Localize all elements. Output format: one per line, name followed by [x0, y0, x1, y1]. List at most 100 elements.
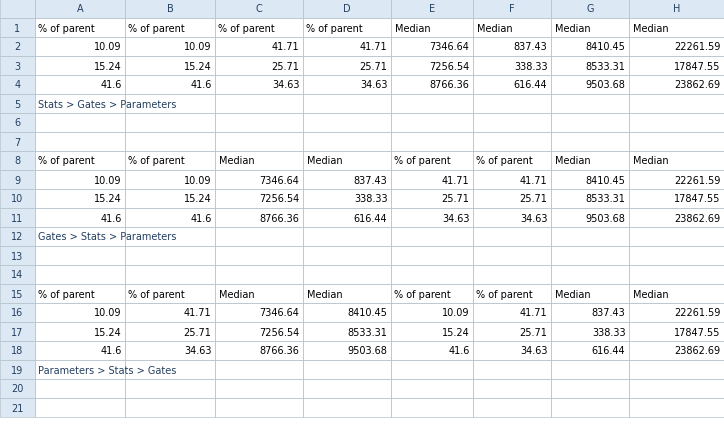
Text: 25.71: 25.71: [184, 327, 211, 337]
Bar: [391, 341, 473, 360]
Text: B: B: [167, 4, 173, 14]
Bar: [303, 379, 391, 398]
Text: 41.71: 41.71: [272, 42, 300, 53]
Bar: [391, 398, 473, 417]
Text: 21: 21: [12, 403, 24, 413]
Bar: [303, 57, 391, 76]
Bar: [0, 152, 35, 171]
Bar: [215, 227, 303, 247]
Bar: [35, 152, 125, 171]
Bar: [303, 152, 391, 171]
Text: Median: Median: [306, 289, 342, 299]
Bar: [35, 76, 125, 95]
Bar: [215, 57, 303, 76]
Bar: [0, 247, 35, 265]
Text: 7256.54: 7256.54: [429, 61, 469, 71]
Bar: [473, 19, 551, 38]
Bar: [551, 341, 629, 360]
Bar: [473, 76, 551, 95]
Bar: [473, 379, 551, 398]
Bar: [551, 114, 629, 133]
Bar: [391, 114, 473, 133]
Text: 338.33: 338.33: [592, 327, 626, 337]
Text: 10.09: 10.09: [94, 175, 122, 185]
Text: 41.6: 41.6: [190, 213, 211, 223]
Bar: [125, 208, 215, 227]
Text: 10: 10: [12, 194, 24, 204]
Bar: [629, 133, 724, 152]
Bar: [551, 208, 629, 227]
Text: 25.71: 25.71: [360, 61, 387, 71]
Text: 1: 1: [14, 24, 20, 33]
Text: 837.43: 837.43: [592, 308, 626, 318]
Bar: [215, 284, 303, 303]
Text: 8766.36: 8766.36: [260, 346, 300, 356]
Text: 15: 15: [12, 289, 24, 299]
Bar: [551, 19, 629, 38]
Bar: [0, 265, 35, 284]
Bar: [125, 265, 215, 284]
Text: 15.24: 15.24: [184, 61, 211, 71]
Bar: [215, 152, 303, 171]
Bar: [629, 247, 724, 265]
Bar: [629, 57, 724, 76]
Bar: [0, 19, 35, 38]
Bar: [391, 208, 473, 227]
Text: 17847.55: 17847.55: [674, 327, 720, 337]
Bar: [35, 247, 125, 265]
Bar: [629, 171, 724, 190]
Bar: [551, 190, 629, 208]
Bar: [0, 114, 35, 133]
Bar: [0, 247, 35, 265]
Bar: [125, 171, 215, 190]
Text: E: E: [429, 4, 435, 14]
Bar: [391, 265, 473, 284]
Bar: [125, 38, 215, 57]
Bar: [629, 0, 724, 19]
Text: 41.6: 41.6: [100, 346, 122, 356]
Text: 34.63: 34.63: [520, 346, 547, 356]
Bar: [0, 341, 35, 360]
Bar: [215, 171, 303, 190]
Bar: [303, 227, 391, 247]
Bar: [391, 57, 473, 76]
Bar: [0, 284, 35, 303]
Bar: [303, 19, 391, 38]
Text: % of parent: % of parent: [306, 24, 363, 33]
Text: 4: 4: [14, 80, 20, 90]
Bar: [551, 379, 629, 398]
Bar: [629, 341, 724, 360]
Bar: [125, 247, 215, 265]
Bar: [473, 38, 551, 57]
Text: % of parent: % of parent: [395, 156, 451, 166]
Text: % of parent: % of parent: [476, 156, 534, 166]
Bar: [35, 284, 125, 303]
Text: 9: 9: [14, 175, 20, 185]
Bar: [303, 0, 391, 19]
Text: 11: 11: [12, 213, 24, 223]
Bar: [629, 398, 724, 417]
Bar: [551, 38, 629, 57]
Bar: [473, 303, 551, 322]
Bar: [125, 152, 215, 171]
Bar: [391, 152, 473, 171]
Text: 25.71: 25.71: [520, 327, 547, 337]
Bar: [303, 247, 391, 265]
Bar: [0, 133, 35, 152]
Text: 41.6: 41.6: [100, 213, 122, 223]
Bar: [629, 95, 724, 114]
Bar: [629, 76, 724, 95]
Bar: [551, 0, 629, 19]
Text: 15.24: 15.24: [442, 327, 469, 337]
Bar: [0, 379, 35, 398]
Bar: [391, 322, 473, 341]
Bar: [0, 57, 35, 76]
Text: G: G: [586, 4, 594, 14]
Text: Median: Median: [219, 156, 254, 166]
Bar: [551, 265, 629, 284]
Bar: [551, 171, 629, 190]
Bar: [125, 95, 215, 114]
Text: 41.71: 41.71: [360, 42, 387, 53]
Bar: [551, 152, 629, 171]
Bar: [215, 379, 303, 398]
